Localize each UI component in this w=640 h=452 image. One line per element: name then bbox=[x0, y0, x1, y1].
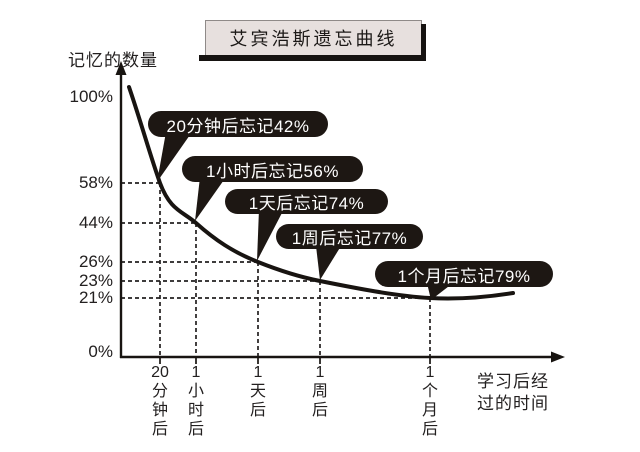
annotation-tail-1day bbox=[257, 209, 284, 261]
x-axis-title: 学习后经 过的时间 bbox=[477, 372, 549, 413]
y-tick-label-21: 21% bbox=[78, 288, 113, 307]
chart-title: 艾宾浩斯遗忘曲线 bbox=[229, 29, 398, 49]
annotation-bubble-1week: 1周后忘记77% bbox=[276, 224, 423, 249]
annotation-tails bbox=[157, 132, 453, 300]
y-tick-label-23: 23% bbox=[78, 271, 113, 290]
y-tick-label-44: 44% bbox=[78, 213, 113, 232]
y-tick-label-26: 26% bbox=[78, 252, 113, 271]
y-tick-label-58: 58% bbox=[78, 173, 113, 192]
annotation-bubble-1hour: 1小时后忘记56% bbox=[182, 156, 363, 182]
forgetting-curve bbox=[127, 85, 515, 301]
x-axis-ticks bbox=[159, 357, 431, 364]
annotation-tail-1month bbox=[427, 283, 453, 300]
y-axis-arrow-icon bbox=[115, 61, 127, 75]
annotation-tail-1hour bbox=[195, 177, 226, 221]
x-axis-arrow-icon bbox=[551, 351, 565, 363]
annotation-bubble-20min: 20分钟后忘记42% bbox=[148, 111, 328, 137]
annotation-tail-20min bbox=[157, 132, 192, 182]
y-tick-label-100: 100% bbox=[69, 87, 113, 106]
x-tick-label-20min: 20 分钟后 bbox=[151, 364, 169, 438]
annotation-bubble-1month: 1个月后忘记79% bbox=[375, 261, 553, 287]
annotation-bubble-1day: 1天后忘记74% bbox=[225, 189, 388, 214]
annotation-tail-1week bbox=[316, 246, 341, 280]
chart-title-box: 艾宾浩斯遗忘曲线 bbox=[199, 20, 426, 61]
y-tick-label-0: 0% bbox=[88, 342, 113, 361]
y-axis-title: 记忆的数量 bbox=[68, 51, 158, 70]
